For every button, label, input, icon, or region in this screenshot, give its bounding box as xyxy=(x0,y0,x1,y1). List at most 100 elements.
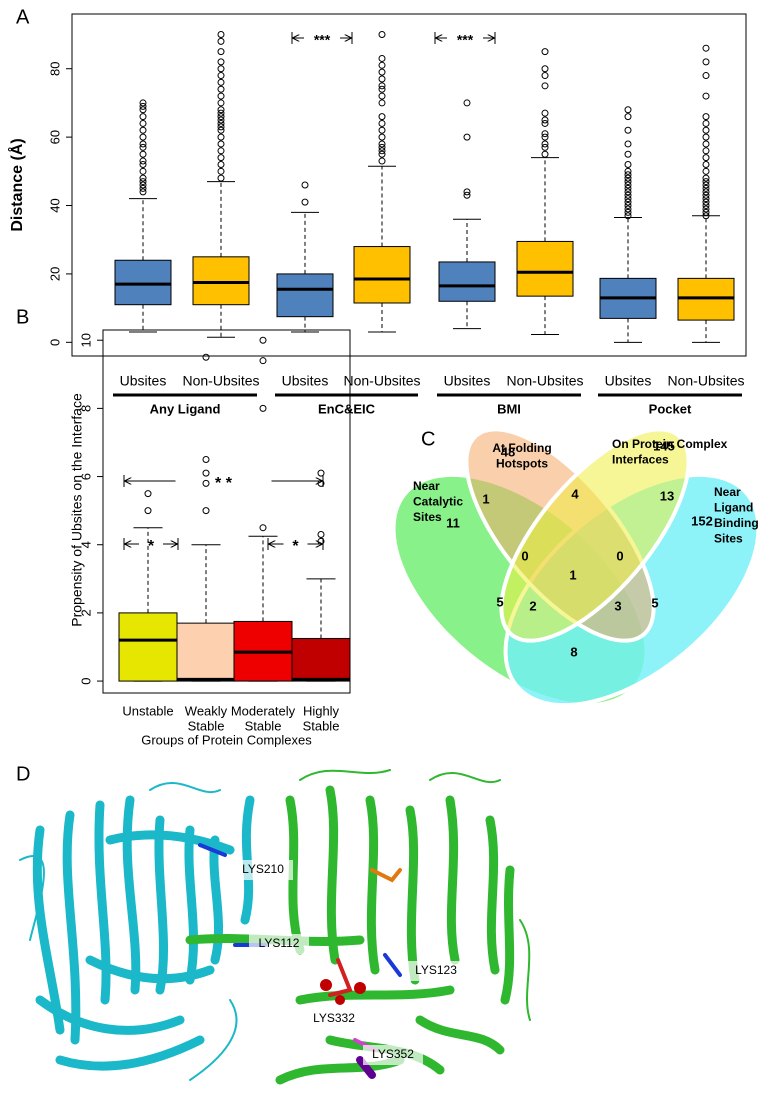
outlier xyxy=(378,143,386,151)
outlier xyxy=(217,58,225,66)
outlier xyxy=(217,31,225,39)
ligand-atoms xyxy=(320,979,366,1005)
outlier xyxy=(202,353,210,361)
outlier xyxy=(702,167,710,175)
outlier xyxy=(624,178,632,186)
outlier xyxy=(378,61,386,69)
outlier xyxy=(139,99,147,107)
box xyxy=(233,336,293,682)
outlier xyxy=(541,65,549,73)
set-label: Binding xyxy=(714,516,759,530)
outlier xyxy=(378,147,386,155)
outlier xyxy=(624,106,632,114)
outlier xyxy=(702,174,710,182)
outlier xyxy=(624,113,632,121)
outlier xyxy=(217,65,225,73)
outlier xyxy=(139,188,147,196)
outlier xyxy=(378,150,386,158)
outlier xyxy=(541,82,549,90)
region-count: 5 xyxy=(496,594,503,609)
outlier xyxy=(702,133,710,141)
outlier xyxy=(702,72,710,80)
outlier xyxy=(217,85,225,93)
y-tick-label: 0 xyxy=(78,677,93,684)
y-axis-title: Propensity of Ubsites on the Interface xyxy=(69,393,85,627)
residue-label: LYS332 xyxy=(313,1011,355,1025)
outlier xyxy=(541,48,549,56)
box xyxy=(353,31,411,333)
outlier xyxy=(217,123,225,131)
outlier xyxy=(139,106,147,114)
box xyxy=(516,48,574,335)
set-label: Near xyxy=(714,485,741,499)
outlier xyxy=(259,336,267,344)
box-body xyxy=(291,637,351,682)
x-tick-label: Stable xyxy=(303,718,340,733)
region-count: 4 xyxy=(571,486,579,501)
outlier xyxy=(463,188,471,196)
loops-cyan xyxy=(19,782,238,1081)
outlier xyxy=(624,198,632,206)
outlier xyxy=(463,99,471,107)
outlier xyxy=(702,195,710,203)
outlier xyxy=(624,202,632,210)
x-tick-label: Non-Ubsites xyxy=(667,373,744,389)
outlier xyxy=(259,404,267,412)
outlier xyxy=(217,167,225,175)
outlier xyxy=(378,54,386,62)
outlier xyxy=(624,167,632,175)
outlier xyxy=(378,82,386,90)
outlier xyxy=(702,212,710,220)
outlier xyxy=(624,205,632,213)
outlier xyxy=(217,154,225,162)
outlier xyxy=(378,92,386,100)
residue-label: LYS123 xyxy=(415,963,457,977)
outlier xyxy=(139,126,147,134)
outlier xyxy=(624,150,632,158)
outlier xyxy=(217,92,225,100)
y-tick-label: 60 xyxy=(47,130,62,144)
outlier xyxy=(624,184,632,192)
outlier xyxy=(217,160,225,168)
y-tick-label: 4 xyxy=(78,541,93,548)
outlier xyxy=(217,37,225,45)
region-count: 152 xyxy=(691,513,713,528)
outlier xyxy=(139,113,147,121)
outlier xyxy=(378,31,386,39)
outlier xyxy=(624,212,632,220)
set-label: At Folding xyxy=(492,441,551,455)
loops-green xyxy=(299,769,531,1021)
box-body xyxy=(118,612,178,682)
outlier xyxy=(702,92,710,100)
outlier xyxy=(378,113,386,121)
y-tick-label: 20 xyxy=(47,267,62,281)
outlier xyxy=(217,72,225,80)
outlier xyxy=(217,119,225,127)
outlier xyxy=(217,116,225,124)
outlier xyxy=(702,188,710,196)
outlier xyxy=(259,524,267,532)
outlier xyxy=(541,109,549,117)
x-tick-label: Ubsites xyxy=(120,373,167,389)
outlier xyxy=(144,507,152,515)
label-backdrop xyxy=(406,961,466,981)
protein-structure xyxy=(19,769,531,1085)
outlier xyxy=(317,469,325,477)
outlier xyxy=(139,140,147,148)
outlier xyxy=(624,160,632,168)
outlier xyxy=(217,48,225,56)
residue-label: LYS352 xyxy=(372,1047,414,1061)
region-count: 5 xyxy=(651,595,658,610)
outlier xyxy=(702,198,710,206)
outlier xyxy=(378,99,386,107)
outlier xyxy=(139,133,147,141)
outlier xyxy=(624,174,632,182)
y-tick-label: 8 xyxy=(78,405,93,412)
outlier xyxy=(702,181,710,189)
outlier xyxy=(541,116,549,124)
outlier xyxy=(624,188,632,196)
outlier xyxy=(541,143,549,151)
box xyxy=(276,181,334,333)
region-count: 0 xyxy=(616,548,623,563)
